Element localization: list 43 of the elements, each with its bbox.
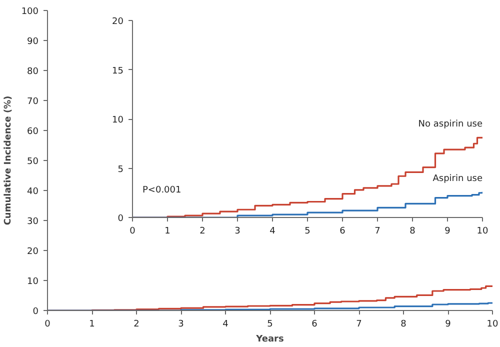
x-tick-label: 5 <box>267 320 273 330</box>
x-tick-label: 3 <box>178 320 184 330</box>
y-tick-label: 20 <box>27 247 39 257</box>
x-tick-label: 10 <box>486 320 498 330</box>
x-tick-label: 2 <box>200 226 206 236</box>
x-tick-label: 5 <box>304 226 310 236</box>
y-tick-label: 10 <box>27 277 39 287</box>
y-tick-label: 0 <box>118 214 124 224</box>
y-tick-label: 90 <box>27 37 39 47</box>
y-tick-label: 50 <box>27 157 39 167</box>
y-tick-label: 70 <box>27 97 39 107</box>
x-tick-label: 6 <box>312 320 318 330</box>
y-tick-label: 10 <box>112 116 124 126</box>
y-tick-label: 0 <box>32 307 39 317</box>
y-tick-label: 20 <box>112 17 124 27</box>
y-tick-label: 60 <box>27 127 39 137</box>
x-tick-label: 6 <box>340 226 346 236</box>
x-tick-label: 10 <box>476 226 488 236</box>
y-tick-label: 40 <box>27 187 39 197</box>
series-label: No aspirin use <box>418 120 483 130</box>
y-tick-label: 15 <box>112 66 124 76</box>
x-tick-label: 1 <box>89 320 95 330</box>
x-tick-label: 1 <box>164 226 170 236</box>
x-tick-label: 8 <box>410 226 416 236</box>
y-tick-label: 80 <box>27 67 39 77</box>
y-tick-label: 30 <box>27 217 39 227</box>
x-tick-label: 0 <box>130 226 136 236</box>
x-tick-label: 8 <box>400 320 407 330</box>
x-tick-label: 0 <box>44 320 51 330</box>
x-tick-label: 7 <box>374 226 380 236</box>
y-axis-title: Cumulative Incidence (%) <box>3 96 14 226</box>
x-tick-label: 7 <box>356 320 362 330</box>
x-tick-label: 3 <box>234 226 240 236</box>
y-tick-label: 5 <box>118 164 124 175</box>
y-tick-label: 100 <box>21 7 39 17</box>
x-tick-label: 9 <box>444 226 451 236</box>
annotation: P<0.001 <box>142 186 182 196</box>
x-tick-label: 9 <box>445 320 452 330</box>
x-tick-label: 2 <box>134 320 140 330</box>
x-axis-title: Years <box>255 334 284 344</box>
x-tick-label: 4 <box>270 226 276 236</box>
series-label: Aspirin use <box>432 174 483 184</box>
x-tick-label: 4 <box>222 320 229 330</box>
